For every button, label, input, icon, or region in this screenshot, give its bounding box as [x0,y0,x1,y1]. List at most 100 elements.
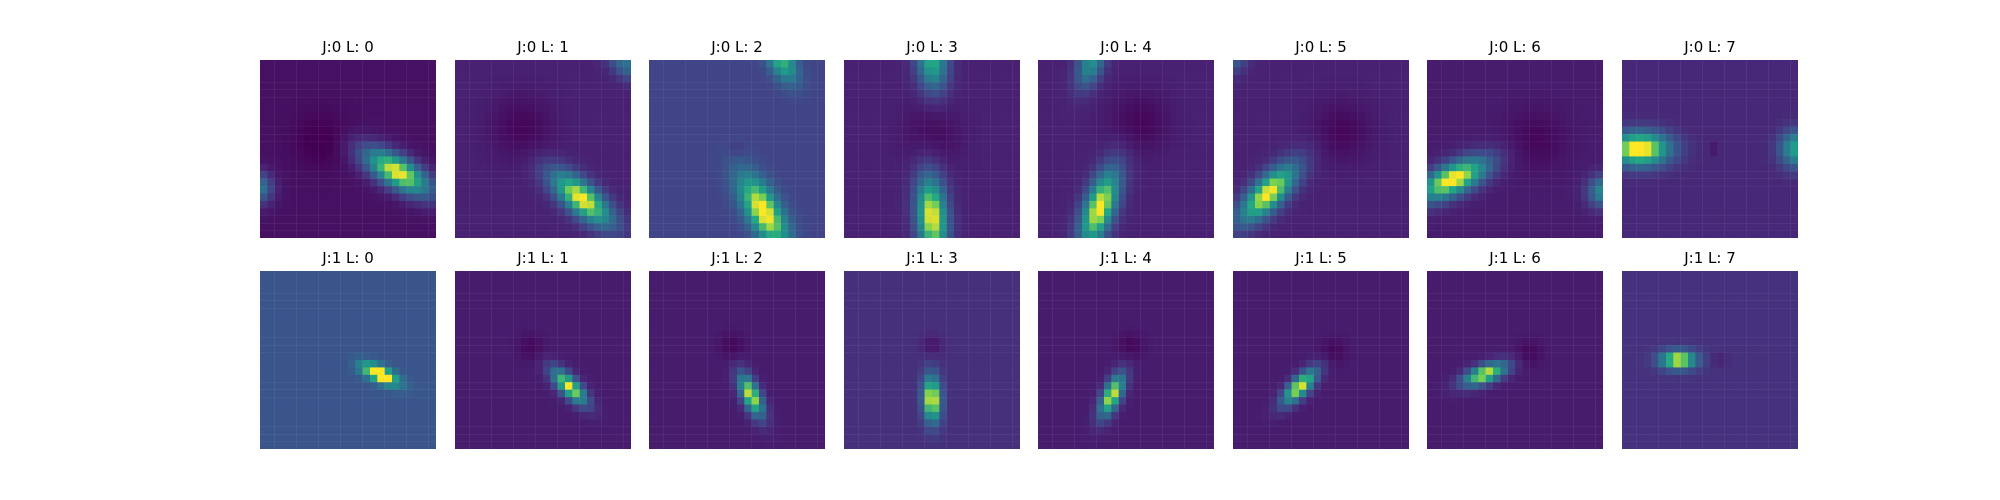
heatmap-cell [1551,156,1560,164]
heatmap-cell [1277,97,1285,105]
heatmap-cell [326,300,334,309]
heatmap-cell [355,89,363,98]
heatmap-cell [282,97,290,105]
heatmap-cell [1038,200,1046,209]
heatmap-cell [304,149,312,157]
heatmap-cell [1074,156,1083,164]
heatmap-cell [594,67,602,75]
heatmap-cell [1038,60,1046,68]
heatmap-cell [990,171,999,179]
heatmap-cell [1357,208,1366,216]
heatmap-cell [1074,193,1083,202]
heatmap-cell [370,360,378,368]
heatmap-cell [1321,149,1329,157]
heatmap-cell [678,67,686,75]
heatmap-cell [1566,141,1574,150]
heatmap-cell [392,367,400,375]
heatmap-cell [766,223,774,231]
heatmap-cell [355,223,363,231]
heatmap-cell [1761,149,1769,157]
heatmap-cell [296,134,305,142]
heatmap-cell [311,74,319,83]
heatmap-cell [663,149,672,157]
heatmap-cell [961,230,969,238]
heatmap-cell [1328,208,1336,216]
heatmap-cell [462,208,470,216]
heatmap-cell [656,97,664,105]
heatmap-cell [766,186,774,194]
heatmap-cell [484,119,492,127]
heatmap-cell [1434,89,1442,98]
heatmap-cell [873,149,881,157]
heatmap-cell [1321,223,1329,231]
heatmap-cell [421,223,429,231]
heatmap-cell [267,285,275,294]
heatmap-cell [377,126,385,135]
heatmap-cell [1507,163,1516,172]
heatmap-cell [399,149,407,157]
heatmap-cell [370,308,378,316]
heatmap-cell [1233,223,1241,231]
heatmap-cell [428,345,436,353]
heatmap-cell [932,97,940,105]
heatmap-cell [851,119,859,127]
heatmap-cell [601,208,610,216]
heatmap-cell [392,119,400,127]
heatmap-cell [1522,149,1530,157]
heatmap-cell [1387,178,1395,187]
heatmap-cell [1133,193,1141,202]
heatmap-cell [751,215,760,224]
heatmap-cell [781,163,789,172]
heatmap-cell [289,367,297,375]
heatmap-cell [1724,149,1733,157]
heatmap-cell [1644,104,1652,113]
heatmap-cell [1688,104,1696,113]
heatmap-cell [1427,119,1435,127]
heatmap-cell [1717,163,1725,172]
heatmap-cell [267,178,275,187]
heatmap-cell [355,200,363,209]
heatmap-cell [1515,149,1523,157]
heatmap-cell [1357,97,1366,105]
heatmap-cell [289,271,297,279]
heatmap-cell [744,223,752,231]
heatmap-cell [455,89,463,98]
heatmap-cell [1515,178,1523,187]
heatmap-cell [924,119,933,127]
heatmap-cell [1702,74,1711,83]
heatmap-cell [976,230,984,238]
heatmap-cell [601,178,610,187]
heatmap-cell [535,67,544,75]
heatmap-cell [384,271,393,279]
heatmap-cell [1387,60,1395,68]
heatmap-cell [1434,171,1442,179]
heatmap-cell [1247,215,1256,224]
heatmap-cell [1206,200,1214,209]
heatmap-cell [477,89,485,98]
heatmap-cell [274,163,283,172]
panel-title: J:0 L: 3 [906,38,958,56]
heatmap-cell [1695,215,1703,224]
heatmap-cell [1104,186,1112,194]
heatmap-cell [572,126,580,135]
heatmap-cell [587,215,595,224]
heatmap-cell [1449,89,1457,98]
heatmap-cell [1401,89,1409,98]
heatmap-cell [795,163,804,172]
heatmap-cell [260,178,268,187]
heatmap-cell [671,178,679,187]
heatmap-cell [1133,119,1141,127]
heatmap-cell [1566,104,1574,113]
heatmap-cell [1761,193,1769,202]
heatmap-cell [737,126,745,135]
heatmap-cell [267,293,275,301]
heatmap-cell [333,352,341,361]
heatmap-cell [1306,149,1314,157]
heatmap-cell [759,67,767,75]
heatmap-cell [609,186,617,194]
heatmap-cell [406,119,415,127]
heatmap-cell [656,89,664,98]
heatmap-cell [477,119,485,127]
heatmap-cell [1199,119,1207,127]
heatmap-cell [1199,141,1207,150]
